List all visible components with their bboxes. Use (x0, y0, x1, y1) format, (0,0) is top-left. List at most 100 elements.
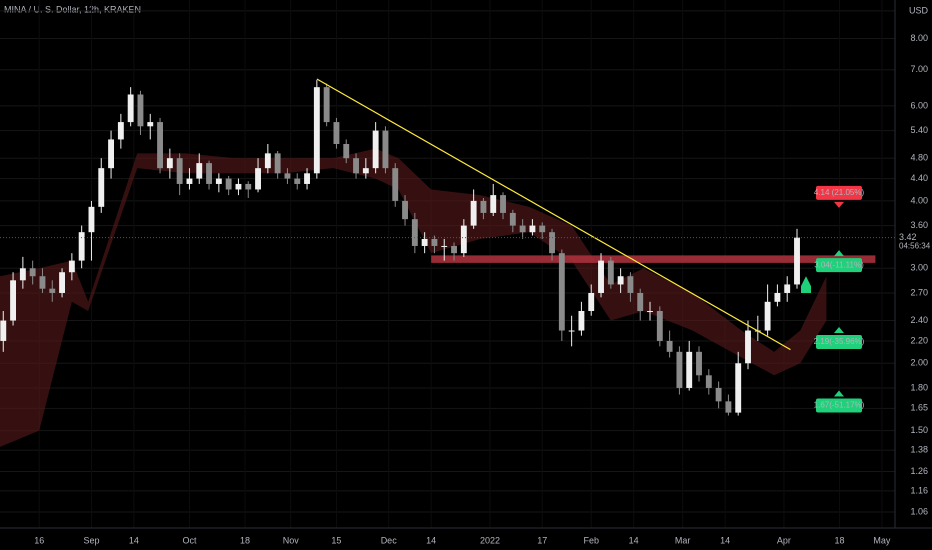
candle-body (784, 284, 791, 293)
x-tick-label: Nov (283, 535, 300, 545)
candle-body (255, 168, 261, 190)
candle-body (568, 330, 575, 332)
candle-body (460, 225, 467, 254)
candle-body (59, 272, 66, 293)
candle-body (715, 387, 722, 402)
y-tick-label: 1.16 (910, 485, 928, 495)
candle-body (29, 268, 36, 277)
y-tick-label: 4.40 (910, 173, 928, 183)
target-label: 4.14 (21.05%) (814, 188, 865, 197)
x-tick-label: Sep (83, 535, 99, 545)
last-price-label: 3.42 (899, 232, 917, 242)
candle-body (470, 200, 477, 226)
candle-body (88, 206, 95, 233)
x-tick-label: 14 (629, 535, 639, 545)
candle-body (392, 168, 399, 201)
target-arrow (834, 250, 844, 257)
y-tick-label: 2.70 (910, 287, 928, 297)
y-tick-label: 1.26 (910, 466, 928, 476)
candle-body (245, 183, 252, 190)
y-tick-label: 8.00 (910, 33, 928, 43)
y-tick-label: 2.20 (910, 335, 928, 345)
candle-body (558, 253, 565, 331)
y-tick-label: 3.60 (910, 220, 928, 230)
target-box (816, 335, 862, 350)
x-tick-label: 18 (834, 535, 844, 545)
x-tick-label: May (873, 535, 891, 545)
candle-body (539, 225, 546, 233)
x-tick-label: 14 (426, 535, 436, 545)
candle-body (68, 260, 75, 273)
x-tick-label: Feb (583, 535, 599, 545)
candle-body (529, 225, 536, 233)
candle-body (637, 292, 644, 311)
x-tick-label: 15 (331, 535, 341, 545)
candle-body (402, 200, 408, 220)
y-tick-label: 1.65 (910, 403, 928, 413)
x-tick-label: 18 (240, 535, 250, 545)
x-tick-label: 14 (720, 535, 730, 545)
candle-body (372, 130, 379, 169)
y-tick-label: 1.38 (910, 445, 928, 455)
currency: USD (909, 5, 929, 15)
x-tick-label: Oct (182, 535, 197, 545)
candle-body (353, 158, 359, 174)
candle-body (98, 168, 105, 207)
candle-body (411, 219, 418, 246)
x-tick-label: Dec (381, 535, 398, 545)
y-tick-label: 1.06 (910, 506, 928, 516)
candle-body (166, 158, 173, 169)
candle-body (294, 178, 301, 184)
candle-body (225, 178, 232, 190)
candle-body (607, 260, 614, 285)
y-tick-label: 2.40 (910, 315, 928, 325)
candle-body (656, 310, 663, 341)
candle-body (206, 163, 212, 184)
candle-body (627, 276, 634, 293)
countdown: 04:56:34 (899, 242, 931, 251)
candle-body (196, 163, 203, 179)
target-label: 1.67(-51.17%) (814, 401, 865, 410)
candle-body (117, 122, 124, 140)
y-tick-label: 4.80 (910, 153, 928, 163)
candle-body (705, 375, 712, 388)
candle-body (108, 139, 114, 169)
x-tick-label: 17 (537, 535, 547, 545)
y-tick-label: 6.00 (910, 100, 928, 110)
target-box (816, 185, 862, 200)
candle-body (500, 195, 506, 213)
candle-body (39, 276, 46, 289)
candle-body (19, 268, 26, 281)
candle-body (382, 130, 389, 169)
candle-body (49, 288, 56, 293)
candle-body (696, 351, 702, 376)
target-arrow (834, 390, 844, 397)
candle-body (686, 351, 693, 388)
candle-body (794, 237, 800, 285)
candle-body (647, 310, 653, 312)
candle-body (578, 310, 585, 331)
candle-body (176, 158, 183, 184)
target-label: 2.19(-35.96%) (814, 337, 865, 346)
candle-body (274, 153, 281, 174)
signal-marker (801, 276, 811, 293)
candle-body (127, 94, 134, 123)
candle-body (333, 122, 340, 144)
candle-body (745, 330, 751, 364)
candle-body (588, 292, 595, 311)
candle-body (431, 238, 438, 246)
candle-body (10, 280, 17, 321)
x-tick-label: 16 (34, 535, 44, 545)
candle-body (725, 401, 732, 413)
candle-body (313, 87, 320, 174)
candle-body (343, 143, 350, 159)
candle-body (617, 276, 624, 285)
candle-body (157, 122, 163, 169)
candle-body (137, 94, 144, 127)
candle-body (147, 122, 154, 127)
candle-body (598, 260, 604, 293)
candle-body (362, 168, 369, 174)
target-arrow (834, 327, 844, 334)
